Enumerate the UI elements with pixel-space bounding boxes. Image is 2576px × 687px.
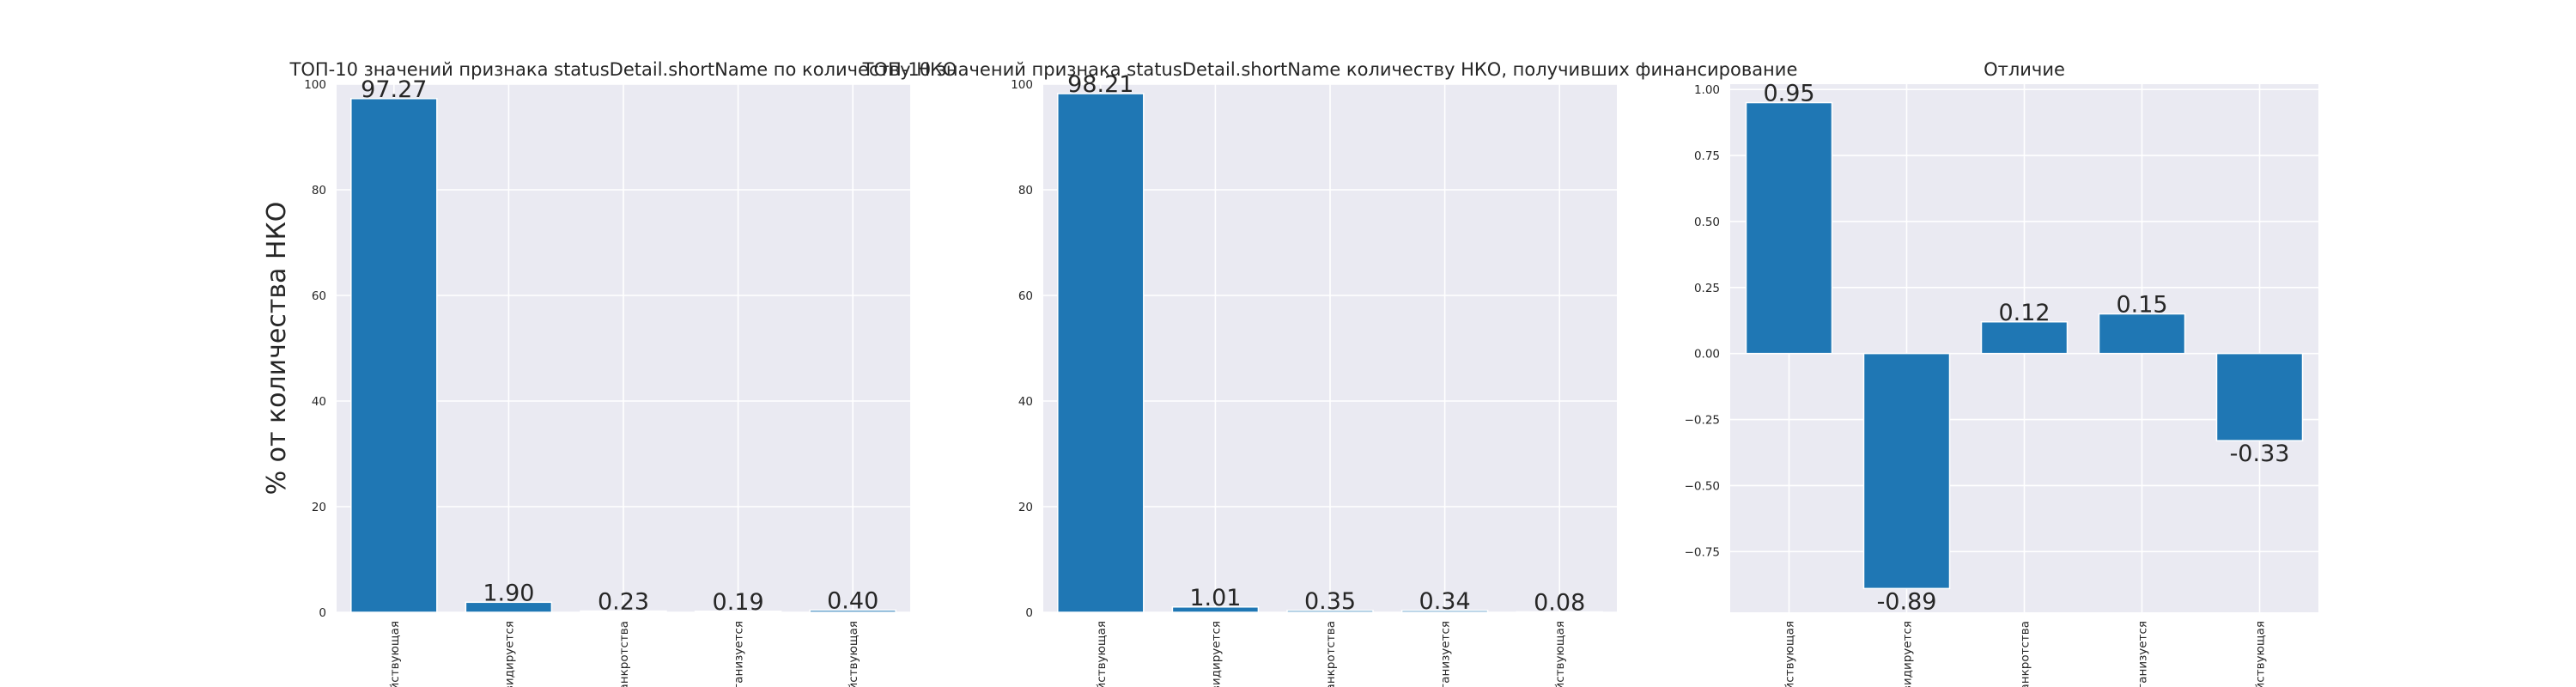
x-tick-label: организуется	[732, 621, 746, 687]
bar	[694, 611, 782, 614]
x-tick-label: виквидируется	[502, 621, 516, 687]
bar	[809, 609, 896, 613]
data-label: 0.95	[1763, 81, 1814, 107]
bar	[465, 601, 553, 613]
y-tick-label: 0.50	[1694, 216, 1720, 229]
bar	[1516, 611, 1603, 614]
y-tick-label: 40	[1018, 395, 1033, 409]
data-label: 97.27	[361, 76, 427, 103]
data-label: 0.19	[713, 589, 764, 616]
data-label: 0.23	[598, 589, 649, 616]
x-tick-label: виквидируется	[1901, 621, 1915, 687]
data-label: 98.21	[1067, 71, 1133, 98]
x-tick-label: организуется	[1439, 621, 1453, 687]
data-label: 0.34	[1419, 588, 1471, 615]
bar	[1057, 93, 1145, 613]
x-tick-label: ействующая	[1095, 621, 1109, 687]
data-label: 0.35	[1304, 588, 1356, 615]
bar	[1286, 610, 1374, 613]
chart-panel-3: −0.75 −0.50 −0.25 0.00 0.25 0.50 0.75 1.00 0.95 -…	[1685, 59, 2318, 687]
y-tick-label: 0	[1025, 606, 1033, 620]
data-label: 1.90	[483, 580, 534, 606]
x-tick-label: ействующая	[388, 621, 402, 687]
bar	[350, 98, 438, 613]
bar	[1400, 610, 1489, 613]
bar	[2098, 313, 2186, 355]
y-tick-label: 60	[312, 289, 326, 303]
y-tick-label: −0.25	[1685, 414, 1720, 428]
y-tick-label: 0.75	[1694, 149, 1720, 163]
chart-panel-1: 0 20 40 60 80 100 97.27 1.90 0.23 0.19 0.40 ействую…	[262, 59, 957, 687]
chart-title: Отличие	[1984, 59, 2065, 80]
data-label: 0.15	[2116, 292, 2167, 319]
data-label: 0.08	[1534, 590, 1585, 617]
bar	[1980, 321, 2069, 355]
y-axis-label: % от количества НКО	[262, 202, 292, 495]
x-tick-label: банкротства	[617, 621, 631, 687]
x-tick-label: банкротства	[2019, 621, 2032, 687]
chart-title: ТОП-10 значений признака statusDetail.sh…	[289, 59, 957, 80]
y-tick-label: 100	[304, 78, 326, 92]
bar	[1171, 606, 1260, 613]
x-tick-label: организуется	[2136, 621, 2150, 687]
x-tick-label: банкротства	[1324, 621, 1338, 687]
y-tick-label: 100	[1011, 78, 1033, 92]
x-tick-label: ействующая	[1783, 621, 1797, 687]
x-tick-label: виквидируется	[1209, 621, 1223, 687]
y-tick-label: −0.50	[1685, 479, 1720, 493]
y-tick-label: 80	[312, 184, 326, 198]
x-tick-label: ействующая	[2254, 621, 2268, 687]
x-tick-label: ействующая	[1553, 621, 1567, 687]
y-tick-label: −0.75	[1685, 545, 1720, 559]
y-tick-label: 40	[312, 395, 326, 409]
data-label: -0.33	[2230, 441, 2290, 467]
y-tick-label: 0.25	[1694, 282, 1720, 295]
data-label: -0.89	[1877, 588, 1937, 615]
chart-title: ТОП-10 значений признака statusDetail.sh…	[862, 59, 1798, 80]
y-tick-label: 20	[1018, 501, 1033, 514]
bar	[1862, 352, 1951, 590]
x-tick-label: ействующая	[847, 621, 860, 687]
data-label: 0.12	[1998, 300, 2050, 326]
data-label: 1.01	[1189, 585, 1241, 611]
y-tick-label: 1.00	[1694, 83, 1720, 97]
y-tick-label: 20	[312, 501, 326, 514]
y-tick-label: 0	[319, 606, 326, 620]
bar	[1745, 101, 1833, 355]
y-tick-label: 80	[1018, 184, 1033, 198]
y-tick-label: 0.00	[1694, 348, 1720, 362]
data-label: 0.40	[827, 588, 878, 615]
y-tick-label: 60	[1018, 289, 1033, 303]
bar	[2215, 352, 2304, 441]
bar	[580, 610, 667, 613]
chart-panel-2: 0 20 40 60 80 100 98.21 1.01 0.35 0.34 0.08 ействую…	[862, 59, 1798, 687]
